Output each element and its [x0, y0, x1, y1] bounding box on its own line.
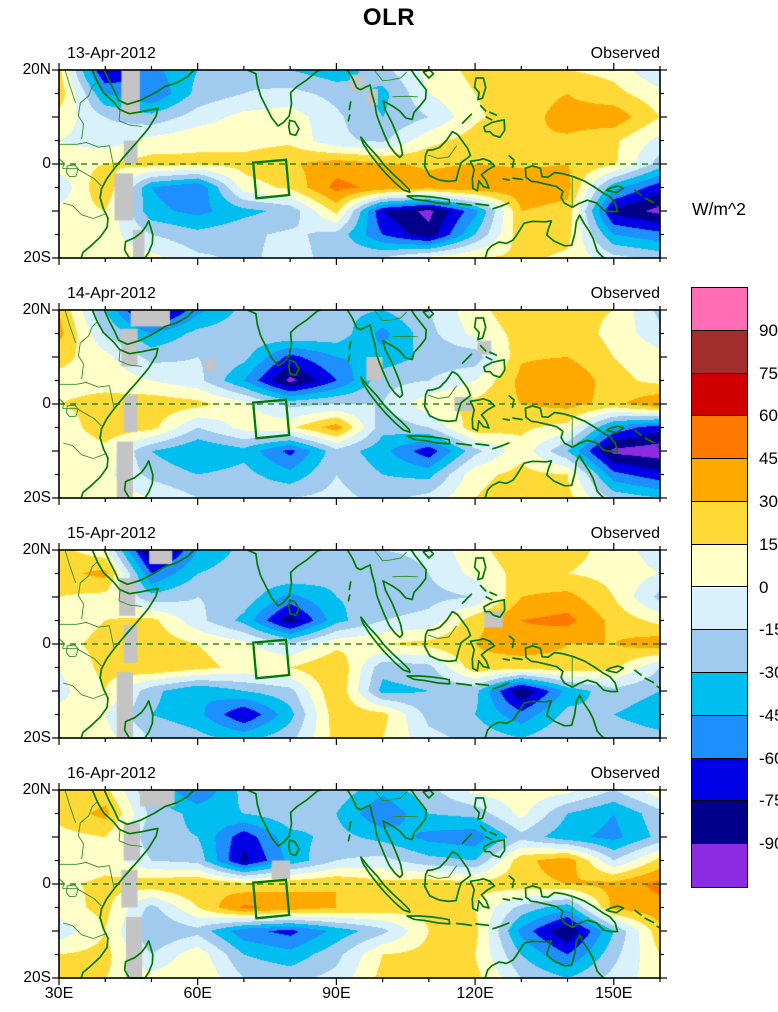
- colorbar-tick-label: 60: [759, 406, 778, 426]
- colorbar-segment: [692, 673, 747, 716]
- colorbar-segment: [692, 844, 747, 887]
- panel-frame: [58, 549, 661, 739]
- colorbar-tick-label: 90: [759, 320, 778, 340]
- y-tick-label: 20N: [22, 541, 51, 558]
- map-panel-4: 16-Apr-2012 Observed 20N 0 20S: [23, 765, 667, 986]
- y-tick-label: 20S: [23, 969, 51, 986]
- map-panel-3: 15-Apr-2012 Observed 20N 0 20S: [23, 525, 667, 746]
- y-tick-label: 20N: [22, 301, 51, 318]
- y-tick-label: 20S: [23, 489, 51, 506]
- panel-source-label: Observed: [590, 45, 660, 62]
- y-tick-label: 0: [42, 875, 51, 892]
- colorbar-tick-label: 15: [759, 534, 778, 554]
- analysis-box: [251, 878, 291, 920]
- colorbar-tick-label: 45: [759, 449, 778, 469]
- panel-date-label: 13-Apr-2012: [67, 45, 156, 62]
- colorbar-units-label: W/m^2: [692, 199, 746, 219]
- colorbar-segment: [692, 459, 747, 502]
- y-tick-label: 0: [42, 395, 51, 412]
- x-tick-label: 90E: [322, 985, 351, 1002]
- y-tick-label: 20S: [23, 729, 51, 746]
- colorbar-tick-label: 30: [759, 491, 778, 511]
- map-panel-1: 13-Apr-2012 Observed 20N 0 20S: [23, 45, 667, 266]
- y-tick-label: 20N: [22, 781, 51, 798]
- figure-title: OLR: [362, 4, 416, 31]
- colorbar: 90 75 60 45 30 15 0 -15 -30 -45 -60 -75 -90: [691, 287, 778, 888]
- panel-date-label: 16-Apr-2012: [67, 765, 156, 782]
- y-tick-label: 20N: [22, 61, 51, 78]
- x-tick-label: 60E: [183, 985, 212, 1002]
- colorbar-segment: [692, 758, 747, 802]
- panel-date-label: 15-Apr-2012: [67, 525, 156, 542]
- colorbar-tick-label: 75: [759, 363, 778, 383]
- colorbar-segment: [692, 501, 747, 545]
- colorbar-segment: [692, 715, 747, 759]
- panel-frame: [58, 69, 661, 259]
- x-tick-label: 120E: [456, 985, 494, 1002]
- colorbar-tick-label: -30: [759, 663, 778, 683]
- panel-frame: [58, 789, 661, 979]
- colorbar-segment: [692, 587, 747, 631]
- colorbar-tick-label: -60: [759, 748, 778, 768]
- colorbar-segment: [692, 288, 747, 331]
- map-overlay: [52, 63, 667, 265]
- panel-source-label: Observed: [590, 765, 660, 782]
- colorbar-segment: [692, 373, 747, 417]
- y-tick-label: 0: [42, 155, 51, 172]
- y-tick-label: 0: [42, 635, 51, 652]
- panel-source-label: Observed: [590, 285, 660, 302]
- panel-source-label: Observed: [590, 525, 660, 542]
- map-overlay: [52, 303, 667, 505]
- colorbar-tick-label: -75: [759, 791, 778, 811]
- x-axis-labels: 30E 60E 90E 120E 150E: [45, 985, 660, 1007]
- map-overlay: [52, 783, 667, 985]
- colorbar-tick-label: -45: [759, 705, 778, 725]
- x-tick-label: 150E: [595, 985, 633, 1002]
- analysis-box: [251, 398, 291, 440]
- colorbar-tick-label: 0: [759, 577, 769, 597]
- colorbar-segment: [692, 416, 747, 460]
- x-tick-label: 30E: [44, 985, 74, 1002]
- analysis-box: [251, 638, 291, 680]
- colorbar-tick-label: -15: [759, 620, 778, 640]
- colorbar-tick-label: -90: [759, 834, 778, 854]
- colorbar-segment: [692, 544, 747, 588]
- map-panel-2: 14-Apr-2012 Observed 20N 0 20S: [23, 285, 667, 506]
- panel-frame: [58, 309, 661, 499]
- colorbar-segment: [692, 801, 747, 845]
- map-overlay: [52, 543, 667, 745]
- analysis-box: [251, 158, 291, 200]
- panel-date-label: 14-Apr-2012: [67, 285, 156, 302]
- y-tick-label: 20S: [23, 249, 51, 266]
- colorbar-segment: [692, 630, 747, 674]
- colorbar-segment: [692, 330, 747, 374]
